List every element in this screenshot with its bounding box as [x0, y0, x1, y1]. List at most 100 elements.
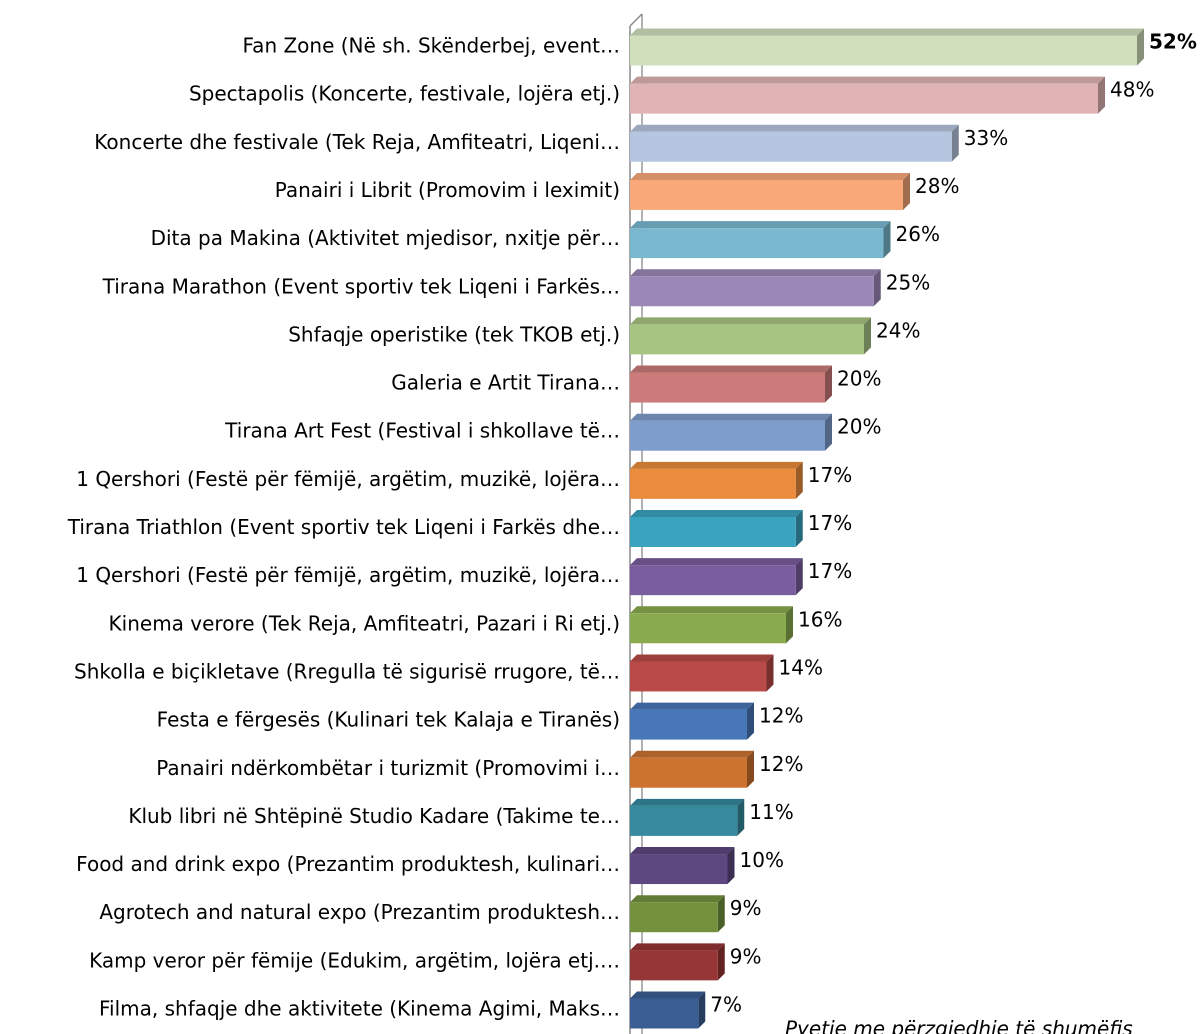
bar-top [630, 606, 793, 614]
bar-top [630, 654, 774, 662]
value-label: 16% [798, 607, 842, 631]
bar-side [903, 172, 910, 210]
category-label: Kinema verore (Tek Reja, Amfiteatri, Paz… [109, 611, 620, 635]
bar-top [630, 461, 803, 469]
bar [630, 276, 874, 307]
bar [630, 324, 864, 355]
category-label: Panairi i Librit (Promovim i leximit) [275, 178, 620, 202]
value-label: 12% [759, 752, 803, 776]
value-label: 9% [730, 896, 762, 920]
value-label: 17% [808, 463, 852, 487]
bar-side [747, 750, 754, 788]
bar-side [717, 943, 725, 981]
bar-side [766, 654, 774, 692]
bar-top [630, 798, 745, 806]
bar [630, 613, 786, 644]
bar-side [951, 124, 959, 162]
bar [630, 950, 718, 981]
category-label: Koncerte dhe festivale (Tek Reja, Amfite… [94, 130, 620, 154]
category-label: Fan Zone (Në sh. Skënderbej, event… [243, 34, 620, 58]
bar-side [717, 895, 725, 933]
bar-side [795, 461, 803, 499]
bar-top [630, 750, 754, 758]
bar-side [873, 269, 881, 307]
bar-top [630, 991, 706, 999]
bar-top [630, 510, 803, 517]
value-label: 7% [710, 993, 742, 1017]
bar-side [786, 606, 793, 644]
value-label: 17% [808, 559, 852, 583]
category-label: 1 Qershori (Festë për fëmijë, argëtim, m… [76, 563, 620, 587]
bar [630, 565, 796, 596]
bar-top [630, 124, 959, 132]
bar-side [1098, 76, 1105, 114]
bar [630, 998, 699, 1029]
bar-top [630, 76, 1105, 84]
bar [630, 83, 1098, 114]
category-label: Filma, shfaqje dhe aktivitete (Kinema Ag… [99, 997, 620, 1021]
bar [630, 179, 903, 210]
bar-side [795, 510, 803, 547]
category-label: Tirana Triathlon (Event sportiv tek Liqe… [67, 515, 620, 539]
bar-side [1137, 28, 1144, 66]
bar-side [737, 798, 745, 836]
value-label: 48% [1110, 78, 1154, 102]
value-label: 11% [749, 800, 793, 824]
value-label: 17% [808, 511, 852, 535]
bar-top [630, 317, 871, 325]
bar [630, 228, 884, 259]
category-label: 1 Qershori (Festë për fëmijë, argëtim, m… [76, 467, 620, 491]
bar-top [630, 702, 754, 710]
value-label: 28% [915, 174, 959, 198]
category-label: Festa e fërgesës (Kulinari tek Kalaja e … [157, 708, 620, 732]
bar-side [727, 847, 735, 885]
bar [630, 420, 825, 451]
value-label: 25% [886, 270, 930, 294]
category-label: Panairi ndërkombëtar i turizmit (Promovi… [156, 756, 620, 780]
bar [630, 372, 825, 403]
bar-top [630, 28, 1144, 36]
category-label: Shkolla e biçikletave (Rregulla të sigur… [74, 659, 620, 683]
value-label: 20% [837, 367, 881, 391]
bar [630, 757, 747, 788]
bar-side [747, 702, 754, 740]
category-label: Food and drink expo (Prezantim produktes… [76, 852, 620, 876]
bar [630, 661, 767, 692]
bar [630, 805, 738, 836]
bar-side [795, 558, 803, 596]
value-label: 33% [964, 126, 1008, 150]
value-label: 9% [730, 944, 762, 968]
bar-side [883, 221, 891, 259]
category-label: Dita pa Makina (Aktivitet mjedisor, nxit… [151, 226, 620, 250]
category-label: Kamp veror për fëmije (Edukim, argëtim, … [89, 948, 620, 972]
category-label: Tirana Marathon (Event sportiv tek Liqen… [102, 274, 620, 298]
category-label: Agrotech and natural expo (Prezantim pro… [99, 900, 620, 924]
bar-top [630, 413, 832, 421]
bar-top [630, 943, 725, 951]
bar [630, 131, 952, 162]
bar [630, 854, 728, 885]
bar-top [630, 365, 832, 373]
category-label: Shfaqje operistike (tek TKOB etj.) [288, 322, 620, 346]
value-label: 10% [740, 848, 784, 872]
bar-side [698, 991, 706, 1029]
bar-side [864, 317, 871, 355]
bar-top [630, 558, 803, 566]
category-label: Klub libri në Shtëpinë Studio Kadare (Ta… [128, 804, 620, 828]
category-label: Tirana Art Fest (Festival i shkollave të… [224, 419, 620, 443]
bar-top [630, 895, 725, 903]
bar-top [630, 172, 910, 180]
bar-top [630, 847, 735, 855]
bar-side [825, 365, 832, 403]
value-label: 24% [876, 318, 920, 342]
bar [630, 902, 718, 933]
bar [630, 709, 747, 740]
value-label: 20% [837, 415, 881, 439]
category-label: Galeria e Artit Tirana… [391, 371, 620, 395]
annotation: Pyetje me përzgjedhje të shumëfis [785, 1017, 1133, 1034]
axis-edge [629, 13, 643, 27]
value-label: 12% [759, 704, 803, 728]
category-label: Spectapolis (Koncerte, festivale, lojëra… [189, 82, 620, 106]
bar-top [630, 269, 881, 277]
